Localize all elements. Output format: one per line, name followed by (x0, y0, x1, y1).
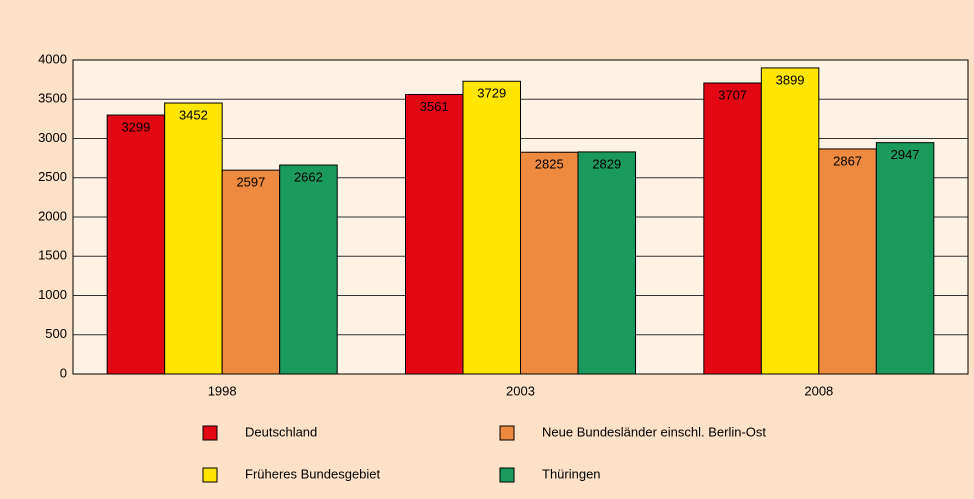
legend-label: Neue Bundesländer einschl. Berlin-Ost (542, 424, 766, 439)
value-label: 2867 (833, 153, 862, 168)
y-tick-label: 0 (60, 365, 67, 380)
bar (164, 102, 223, 375)
y-tick-label: 4000 (38, 51, 67, 66)
value-label: 2829 (592, 156, 621, 171)
value-label: 3561 (420, 99, 449, 114)
y-tick-label: 3000 (38, 130, 67, 145)
y-tick-label: 1500 (38, 248, 67, 263)
plot-border (72, 59, 969, 375)
legend-label: Deutschland (245, 424, 317, 439)
value-label: 3729 (477, 86, 506, 101)
bar (279, 164, 338, 375)
value-label: 3707 (718, 87, 747, 102)
bar (462, 80, 521, 375)
value-label: 3899 (776, 72, 805, 87)
bar (106, 114, 166, 375)
x-tick-label: 2003 (506, 383, 535, 398)
bar (221, 169, 281, 375)
value-label: 3452 (179, 107, 208, 122)
value-label: 2597 (236, 175, 265, 190)
legend-label: Früheres Bundesgebiet (245, 466, 381, 481)
bar (520, 151, 579, 375)
x-tick-label: 1998 (208, 383, 237, 398)
value-label: 2662 (294, 169, 323, 184)
bar (760, 67, 820, 375)
legend-swatch (202, 425, 218, 441)
value-label: 2825 (535, 157, 564, 172)
y-tick-label: 2500 (38, 169, 67, 184)
legend-swatch (499, 425, 515, 441)
y-tick-label: 500 (45, 326, 67, 341)
value-label: 2947 (891, 147, 920, 162)
bar (577, 151, 636, 375)
bar (875, 142, 935, 375)
legend-swatch (202, 467, 218, 483)
y-tick-label: 1000 (38, 287, 67, 302)
y-tick-label: 2000 (38, 208, 67, 223)
bar (405, 93, 464, 375)
x-tick-label: 2008 (804, 383, 833, 398)
bar (703, 82, 762, 375)
legend-swatch (499, 467, 515, 483)
y-tick-label: 3500 (38, 91, 67, 106)
legend-label: Thüringen (542, 466, 601, 481)
value-label: 3299 (121, 119, 150, 134)
bar (818, 148, 877, 375)
